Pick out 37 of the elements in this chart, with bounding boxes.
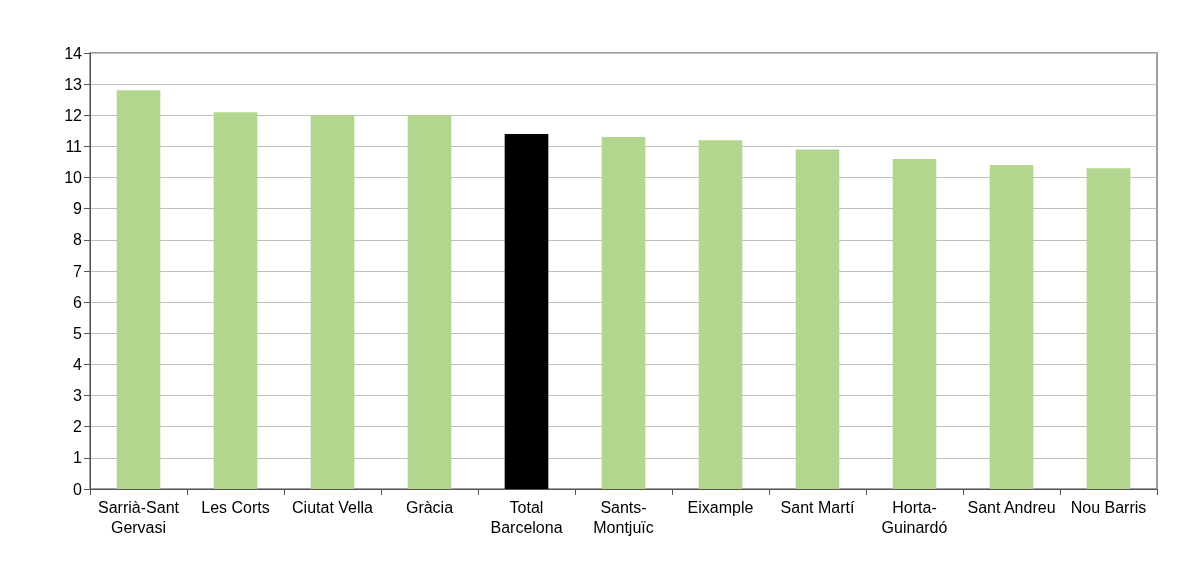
y-tick-label: 7 [73,262,83,280]
y-tick-label: 10 [64,169,83,187]
bar [989,165,1034,489]
y-tick-label: 3 [73,387,83,405]
x-tick-label: Eixample [687,498,754,516]
x-tick-label: Les Corts [201,498,270,516]
bar [504,133,549,489]
x-tick-label: Sarrià-Sant Gervasi [98,498,180,536]
bar [795,149,840,489]
x-tick-label: Nou Barris [1070,498,1147,516]
y-tick-label: 13 [64,75,83,93]
x-tick-label: Sants- Montjuïc [593,498,654,536]
x-tick-label: Horta- Guinardó [881,498,948,536]
y-tick-label: 12 [64,106,83,124]
bar [116,90,161,489]
x-tick-label: Sant Andreu [967,498,1056,516]
bar [407,115,452,489]
y-tick-label: 14 [64,44,83,62]
y-tick-label: 6 [73,293,83,311]
y-tick-label: 0 [73,480,83,498]
bar [213,112,258,489]
y-tick-label: 11 [65,137,83,155]
y-tick-label: 9 [73,200,83,218]
x-tick-label: Total Barcelona [490,498,563,536]
bar [601,137,646,489]
x-tick-label: Sant Martí [780,498,855,516]
bar [892,158,937,489]
bar [698,140,743,489]
bar [310,115,355,489]
y-tick-label: 2 [73,418,83,436]
y-tick-label: 8 [73,231,83,249]
y-tick-label: 1 [73,449,83,467]
bar [1086,168,1131,489]
y-tick-label: 4 [73,355,83,373]
x-tick-label: Gràcia [405,498,454,516]
x-tick-label: Ciutat Vella [292,498,374,516]
y-tick-label: 5 [73,324,83,342]
